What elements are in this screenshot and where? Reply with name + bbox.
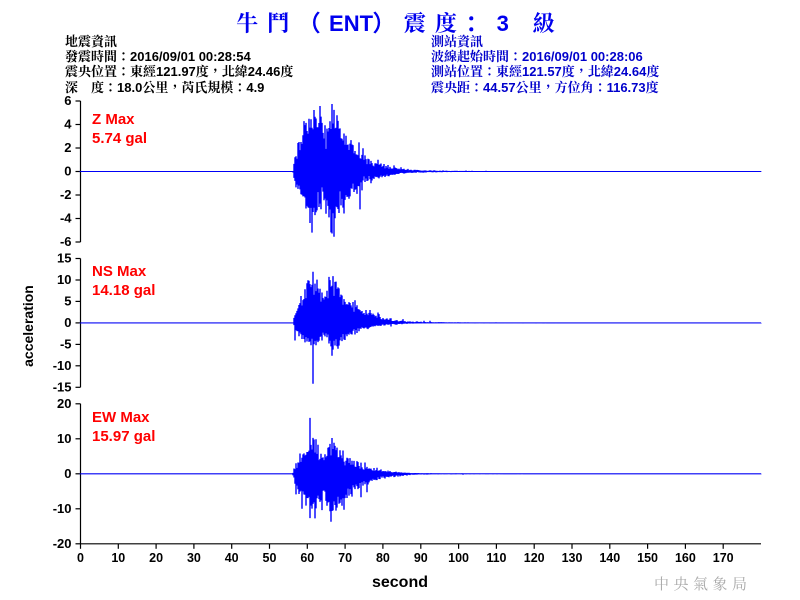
svg-text:-20: -20 [53,536,72,551]
svg-text:110: 110 [486,551,506,565]
svg-text:-10: -10 [53,358,72,373]
svg-text:90: 90 [414,551,428,565]
svg-text:10: 10 [57,431,71,446]
svg-text:60: 60 [300,551,314,565]
svg-text:160: 160 [675,551,696,565]
svg-text:2: 2 [64,140,71,155]
svg-text:4: 4 [64,117,72,132]
svg-text:70: 70 [338,551,352,565]
svg-text:10: 10 [111,551,125,565]
svg-text:0: 0 [64,164,71,179]
svg-text:15: 15 [57,251,71,266]
svg-text:0: 0 [64,315,71,330]
svg-text:10: 10 [57,272,71,287]
svg-text:-10: -10 [53,501,72,516]
svg-text:-2: -2 [60,187,72,202]
svg-text:-15: -15 [53,379,72,394]
svg-text:0: 0 [77,551,84,565]
svg-text:140: 140 [599,551,620,565]
svg-text:30: 30 [187,551,201,565]
svg-text:130: 130 [562,551,583,565]
svg-text:0: 0 [64,466,71,481]
svg-text:-4: -4 [60,211,72,226]
svg-text:5: 5 [64,293,71,308]
svg-text:-5: -5 [60,336,72,351]
svg-text:6: 6 [64,93,71,108]
svg-text:170: 170 [713,551,734,565]
svg-text:100: 100 [448,551,469,565]
svg-text:20: 20 [149,551,163,565]
svg-text:150: 150 [637,551,658,565]
svg-text:80: 80 [376,551,390,565]
svg-text:20: 20 [57,396,71,411]
svg-text:-6: -6 [60,234,72,249]
svg-text:50: 50 [263,551,277,565]
svg-text:40: 40 [225,551,239,565]
svg-text:120: 120 [524,551,545,565]
